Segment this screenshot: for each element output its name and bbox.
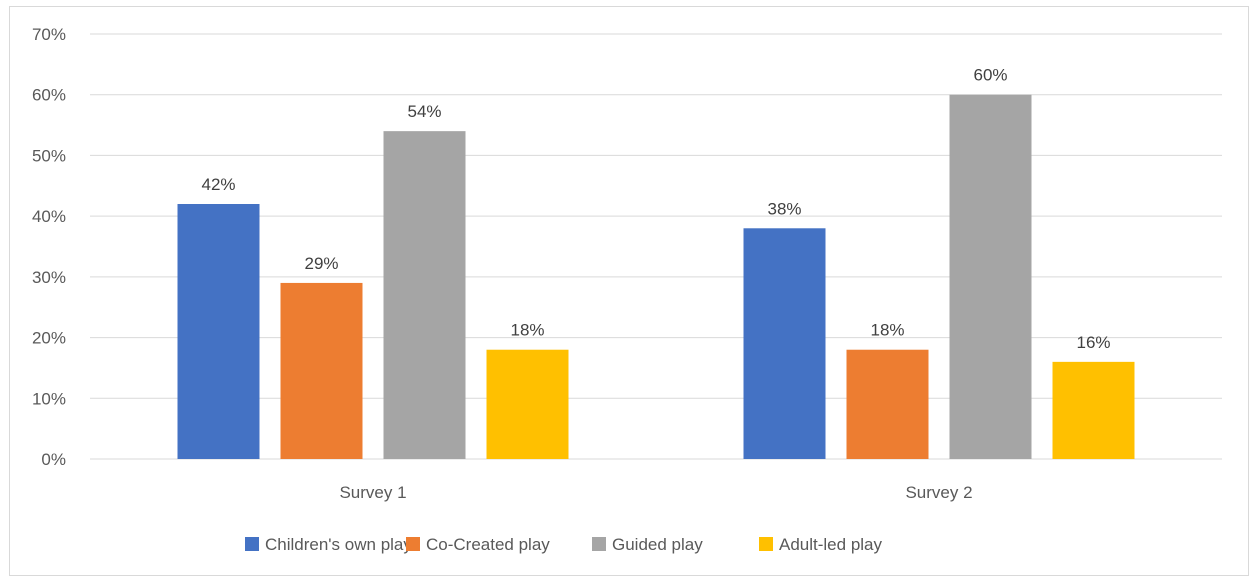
y-tick-label: 0% bbox=[41, 450, 66, 469]
bar bbox=[743, 228, 826, 459]
bar bbox=[949, 94, 1032, 459]
bar bbox=[280, 282, 363, 459]
data-labels: 42% 29% 54% 18% 38% 18% 60% 16% bbox=[201, 66, 1110, 352]
legend: Children's own play Co-Created play Guided… bbox=[245, 535, 883, 554]
legend-swatch bbox=[592, 537, 606, 551]
y-tick-label: 60% bbox=[32, 86, 66, 105]
data-label: 38% bbox=[767, 199, 801, 218]
y-tick-label: 10% bbox=[32, 389, 66, 408]
y-tick-label: 20% bbox=[32, 329, 66, 348]
bar bbox=[846, 349, 929, 459]
legend-label: Co-Created play bbox=[426, 535, 550, 554]
x-axis-categories: Survey 1 Survey 2 bbox=[339, 483, 972, 502]
bar bbox=[383, 131, 466, 459]
x-category-label: Survey 1 bbox=[339, 483, 406, 502]
data-label: 54% bbox=[407, 102, 441, 121]
y-axis-ticks: 0% 10% 20% 30% 40% 50% 60% 70% bbox=[32, 25, 66, 469]
y-tick-label: 50% bbox=[32, 146, 66, 165]
legend-swatch bbox=[759, 537, 773, 551]
bar bbox=[177, 204, 260, 459]
x-category-label: Survey 2 bbox=[905, 483, 972, 502]
y-tick-label: 70% bbox=[32, 25, 66, 44]
data-label: 18% bbox=[870, 321, 904, 340]
legend-label: Guided play bbox=[612, 535, 703, 554]
y-tick-label: 40% bbox=[32, 207, 66, 226]
legend-label: Children's own play bbox=[265, 535, 412, 554]
data-label: 18% bbox=[510, 321, 544, 340]
data-label: 60% bbox=[973, 66, 1007, 85]
data-label: 42% bbox=[201, 175, 235, 194]
gridlines bbox=[90, 33, 1222, 460]
bars bbox=[177, 94, 1135, 459]
bar bbox=[1052, 361, 1135, 459]
y-tick-label: 30% bbox=[32, 268, 66, 287]
data-label: 29% bbox=[304, 254, 338, 273]
legend-label: Adult-led play bbox=[779, 535, 883, 554]
bar bbox=[486, 349, 569, 459]
data-label: 16% bbox=[1076, 333, 1110, 352]
legend-swatch bbox=[406, 537, 420, 551]
legend-swatch bbox=[245, 537, 259, 551]
